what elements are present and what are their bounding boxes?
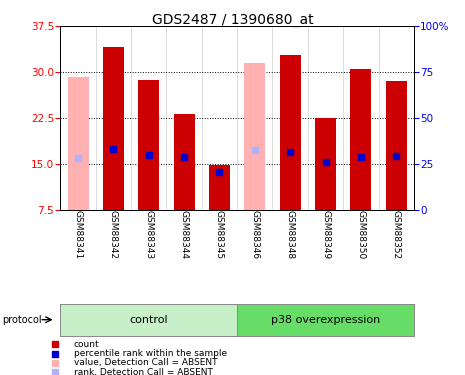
Bar xyxy=(244,63,266,210)
Text: GSM88352: GSM88352 xyxy=(392,210,401,259)
Text: GSM88342: GSM88342 xyxy=(109,210,118,259)
Bar xyxy=(385,81,407,210)
Text: GSM88348: GSM88348 xyxy=(286,210,295,259)
Bar xyxy=(173,114,195,210)
Text: GSM88345: GSM88345 xyxy=(215,210,224,259)
Bar xyxy=(315,118,336,210)
Bar xyxy=(350,69,372,210)
Text: protocol: protocol xyxy=(2,315,42,325)
Text: control: control xyxy=(129,315,168,325)
Text: rank, Detection Call = ABSENT: rank, Detection Call = ABSENT xyxy=(73,368,213,375)
Text: count: count xyxy=(73,340,100,349)
Text: value, Detection Call = ABSENT: value, Detection Call = ABSENT xyxy=(73,358,217,368)
Text: GSM88350: GSM88350 xyxy=(356,210,365,259)
Bar xyxy=(138,80,159,210)
Bar xyxy=(209,165,230,210)
Text: GDS2487 / 1390680_at: GDS2487 / 1390680_at xyxy=(152,13,313,27)
Bar xyxy=(67,77,89,210)
Text: GSM88341: GSM88341 xyxy=(73,210,83,259)
Text: percentile rank within the sample: percentile rank within the sample xyxy=(73,349,227,358)
Text: GSM88344: GSM88344 xyxy=(179,210,189,259)
Text: GSM88349: GSM88349 xyxy=(321,210,330,259)
Text: GSM88346: GSM88346 xyxy=(250,210,259,259)
Text: GSM88343: GSM88343 xyxy=(144,210,153,259)
Text: p38 overexpression: p38 overexpression xyxy=(271,315,380,325)
Bar xyxy=(279,55,301,210)
Bar xyxy=(103,47,124,210)
